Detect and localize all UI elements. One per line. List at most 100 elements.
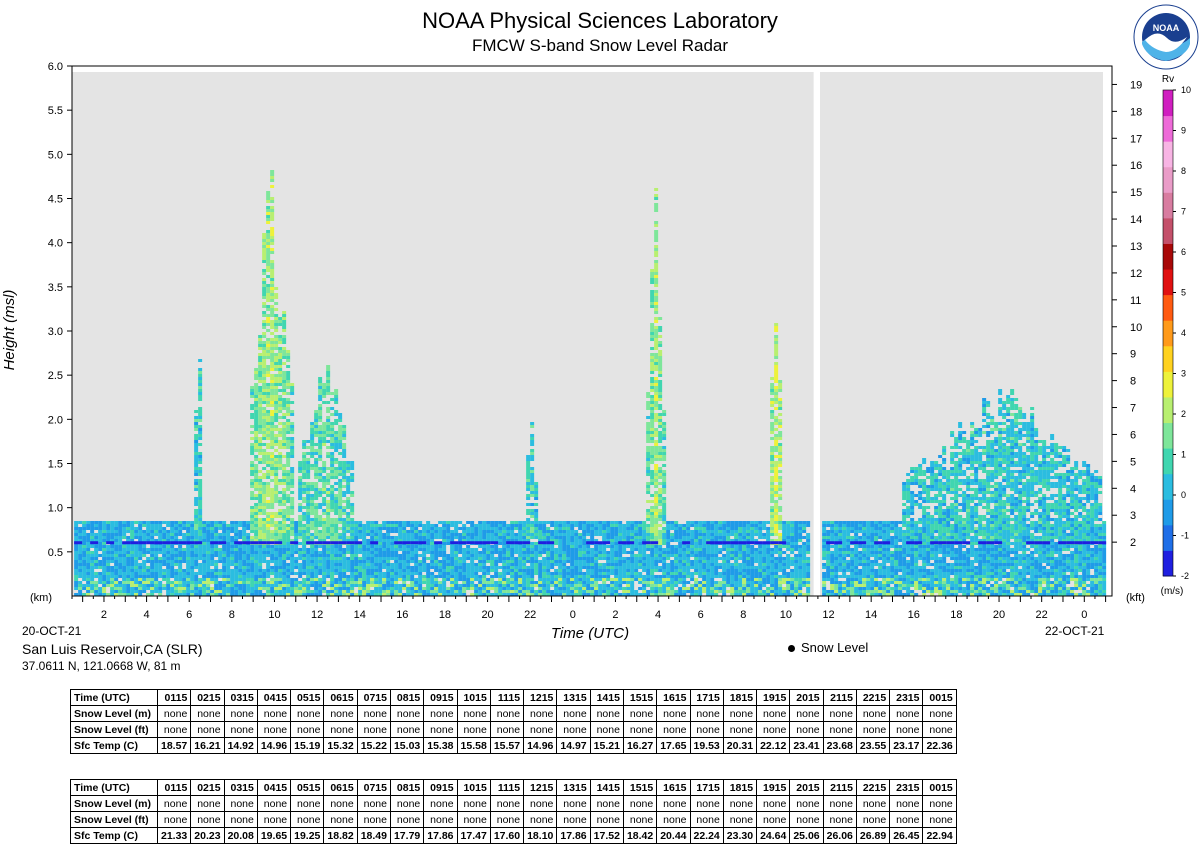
velocity-cell: [338, 554, 343, 557]
velocity-cell: [266, 239, 271, 242]
velocity-cell: [410, 548, 415, 551]
velocity-cell: [142, 539, 147, 542]
velocity-cell: [254, 581, 259, 584]
velocity-cell: [594, 539, 599, 542]
velocity-cell: [314, 560, 319, 563]
velocity-cell: [498, 536, 503, 539]
velocity-cell: [198, 431, 203, 434]
velocity-cell: [430, 560, 435, 563]
velocity-cell: [442, 551, 447, 554]
velocity-cell: [246, 533, 251, 536]
velocity-cell: [662, 593, 667, 596]
velocity-cell: [194, 539, 199, 542]
velocity-cell: [274, 380, 279, 383]
velocity-cell: [90, 554, 95, 557]
velocity-cell: [458, 566, 463, 569]
velocity-cell: [222, 536, 227, 539]
velocity-cell: [374, 584, 379, 587]
velocity-cell: [490, 578, 495, 581]
velocity-cell: [142, 572, 147, 575]
velocity-cell: [506, 581, 511, 584]
velocity-cell: [534, 566, 539, 569]
velocity-cell: [274, 584, 279, 587]
velocity-cell: [234, 530, 239, 533]
velocity-cell: [342, 509, 347, 512]
velocity-cell: [390, 524, 395, 527]
velocity-cell: [362, 590, 367, 593]
velocity-cell: [198, 551, 203, 554]
velocity-cell: [334, 569, 339, 572]
velocity-cell: [646, 500, 651, 503]
velocity-cell: [598, 587, 603, 590]
velocity-cell: [258, 356, 263, 359]
velocity-cell: [314, 452, 319, 455]
velocity-cell: [266, 569, 271, 572]
velocity-cell: [526, 590, 531, 593]
velocity-cell: [318, 584, 323, 587]
velocity-cell: [678, 551, 683, 554]
velocity-cell: [350, 536, 355, 539]
velocity-cell: [298, 488, 303, 491]
velocity-cell: [106, 566, 111, 569]
velocity-cell: [230, 530, 235, 533]
velocity-cell: [350, 566, 355, 569]
velocity-cell: [454, 563, 459, 566]
velocity-cell: [78, 527, 83, 530]
velocity-cell: [394, 554, 399, 557]
velocity-cell: [342, 584, 347, 587]
velocity-cell: [658, 548, 663, 551]
velocity-cell: [154, 533, 159, 536]
velocity-cell: [266, 422, 271, 425]
velocity-cell: [586, 560, 591, 563]
velocity-cell: [646, 455, 651, 458]
velocity-cell: [590, 527, 595, 530]
velocity-cell: [326, 566, 331, 569]
velocity-cell: [90, 581, 95, 584]
velocity-cell: [678, 530, 683, 533]
velocity-cell: [282, 446, 287, 449]
velocity-cell: [334, 533, 339, 536]
velocity-cell: [274, 410, 279, 413]
velocity-cell: [158, 533, 163, 536]
velocity-cell: [350, 524, 355, 527]
velocity-cell: [602, 575, 607, 578]
velocity-cell: [646, 524, 651, 527]
velocity-cell: [134, 521, 139, 524]
velocity-cell: [522, 578, 527, 581]
velocity-cell: [158, 536, 163, 539]
velocity-cell: [482, 551, 487, 554]
velocity-cell: [470, 557, 475, 560]
velocity-cell: [158, 551, 163, 554]
velocity-cell: [658, 416, 663, 419]
velocity-cell: [330, 530, 335, 533]
velocity-cell: [666, 548, 671, 551]
velocity-cell: [414, 590, 419, 593]
velocity-cell: [438, 581, 443, 584]
velocity-cell: [486, 566, 491, 569]
velocity-cell: [266, 275, 271, 278]
velocity-cell: [350, 476, 355, 479]
velocity-cell: [626, 572, 631, 575]
velocity-cell: [658, 470, 663, 473]
velocity-cell: [510, 587, 515, 590]
velocity-cell: [114, 524, 119, 527]
velocity-cell: [214, 581, 219, 584]
velocity-cell: [178, 557, 183, 560]
velocity-cell: [194, 440, 199, 443]
velocity-cell: [146, 587, 151, 590]
velocity-cell: [654, 524, 659, 527]
velocity-cell: [270, 416, 275, 419]
velocity-cell: [474, 557, 479, 560]
velocity-cell: [602, 581, 607, 584]
velocity-cell: [258, 506, 263, 509]
velocity-cell: [614, 578, 619, 581]
velocity-cell: [334, 488, 339, 491]
velocity-cell: [150, 548, 155, 551]
velocity-cell: [430, 527, 435, 530]
velocity-cell: [426, 521, 431, 524]
velocity-cell: [430, 590, 435, 593]
velocity-cell: [134, 536, 139, 539]
velocity-cell: [574, 560, 579, 563]
velocity-cell: [290, 455, 295, 458]
velocity-cell: [290, 578, 295, 581]
